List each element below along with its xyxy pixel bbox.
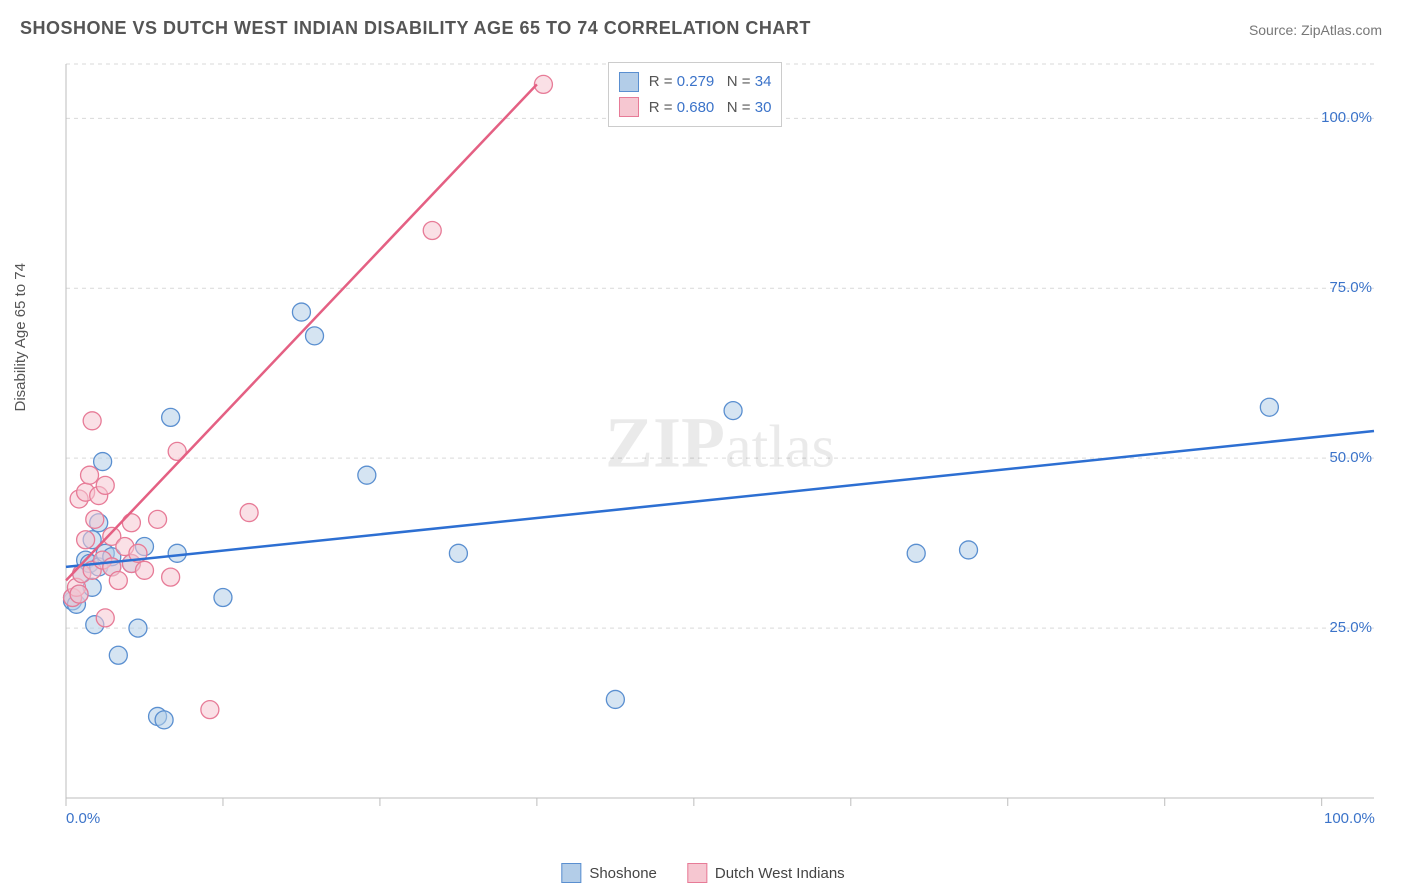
legend-bottom: Shoshone Dutch West Indians bbox=[561, 864, 844, 884]
source-attribution: Source: ZipAtlas.com bbox=[1249, 22, 1382, 38]
y-axis-label: Disability Age 65 to 74 bbox=[12, 263, 29, 411]
legend-item-dutch: Dutch West Indians bbox=[687, 864, 845, 884]
legend-rn-swatch bbox=[619, 72, 639, 92]
x-tick-label: 0.0% bbox=[66, 810, 100, 827]
legend-correlation-box: R = 0.279 N = 34R = 0.680 N = 30 bbox=[608, 62, 783, 127]
chart-title: SHOSHONE VS DUTCH WEST INDIAN DISABILITY… bbox=[20, 18, 811, 39]
y-tick-label: 50.0% bbox=[1329, 449, 1372, 466]
x-tick-label: 100.0% bbox=[1324, 810, 1375, 827]
y-tick-label: 75.0% bbox=[1329, 279, 1372, 296]
legend-item-shoshone: Shoshone bbox=[561, 864, 657, 884]
legend-rn-row: R = 0.680 N = 30 bbox=[619, 95, 772, 121]
legend-rn-text: R = 0.279 N = 34 bbox=[649, 69, 772, 95]
legend-label-shoshone: Shoshone bbox=[589, 865, 657, 882]
y-tick-label: 25.0% bbox=[1329, 619, 1372, 636]
legend-rn-swatch bbox=[619, 97, 639, 117]
legend-swatch-dutch bbox=[687, 863, 707, 883]
legend-rn-row: R = 0.279 N = 34 bbox=[619, 69, 772, 95]
legend-swatch-shoshone bbox=[561, 863, 581, 883]
legend-rn-text: R = 0.680 N = 30 bbox=[649, 95, 772, 121]
plot-area: ZIPatlas R = 0.279 N = 34R = 0.680 N = 3… bbox=[60, 58, 1380, 828]
chart-svg bbox=[60, 58, 1380, 828]
y-tick-label: 100.0% bbox=[1321, 109, 1372, 126]
legend-label-dutch: Dutch West Indians bbox=[715, 865, 845, 882]
